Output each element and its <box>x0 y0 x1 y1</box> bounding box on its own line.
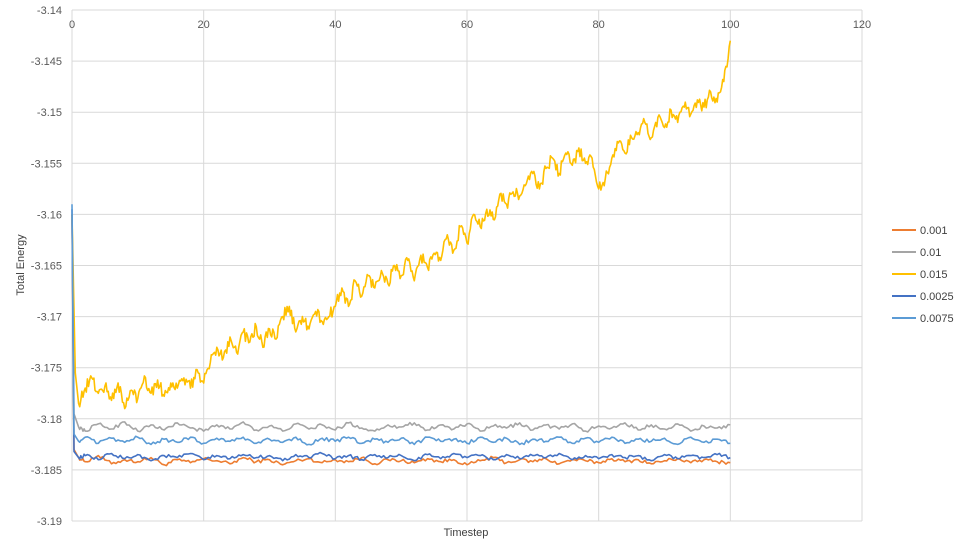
legend-entry: 0.015 <box>920 269 948 281</box>
legend-entry: 0.0025 <box>920 291 954 303</box>
legend-entry: 0.01 <box>920 247 941 259</box>
y-tick-label: -3.18 <box>37 414 62 426</box>
x-tick-label: 20 <box>198 19 210 31</box>
y-tick-label: -3.16 <box>37 209 62 221</box>
series-line-0_0025 <box>71 209 731 462</box>
y-tick-label: -3.155 <box>31 158 62 170</box>
x-tick-labels: 0 20 40 60 80 100 120 <box>69 19 871 31</box>
legend-entry: 0.001 <box>920 225 948 237</box>
y-tick-label: -3.185 <box>31 465 62 477</box>
y-tick-label: -3.14 <box>37 5 62 17</box>
series-line-0_0075 <box>71 204 731 446</box>
chart-series <box>71 40 732 467</box>
series-line-0_001 <box>71 219 731 467</box>
y-tick-label: -3.19 <box>37 516 62 528</box>
legend-entry: 0.0075 <box>920 313 954 325</box>
y-axis-title: Total Energy <box>15 234 27 296</box>
y-tick-label: -3.175 <box>31 363 62 375</box>
y-tick-label: -3.165 <box>31 261 62 273</box>
series-line-0_01 <box>71 214 731 433</box>
x-tick-label: 120 <box>853 19 871 31</box>
x-axis-title: Timestep <box>444 527 489 539</box>
x-tick-label: 0 <box>69 19 75 31</box>
chart-gridlines <box>71 9 863 522</box>
y-tick-label: -3.145 <box>31 56 62 68</box>
x-tick-label: 80 <box>593 19 605 31</box>
y-tick-labels: -3.14 -3.145 -3.15 -3.155 -3.16 -3.165 -3.17 -3… <box>31 5 62 528</box>
x-tick-label: 60 <box>461 19 473 31</box>
series-line-0_015 <box>71 40 732 410</box>
chart-legend: 0.001 0.01 0.015 0.0025 0.0075 <box>892 225 954 325</box>
y-tick-label: -3.17 <box>37 312 62 324</box>
x-tick-label: 40 <box>329 19 341 31</box>
x-tick-label: 100 <box>721 19 739 31</box>
y-tick-label: -3.15 <box>37 107 62 119</box>
